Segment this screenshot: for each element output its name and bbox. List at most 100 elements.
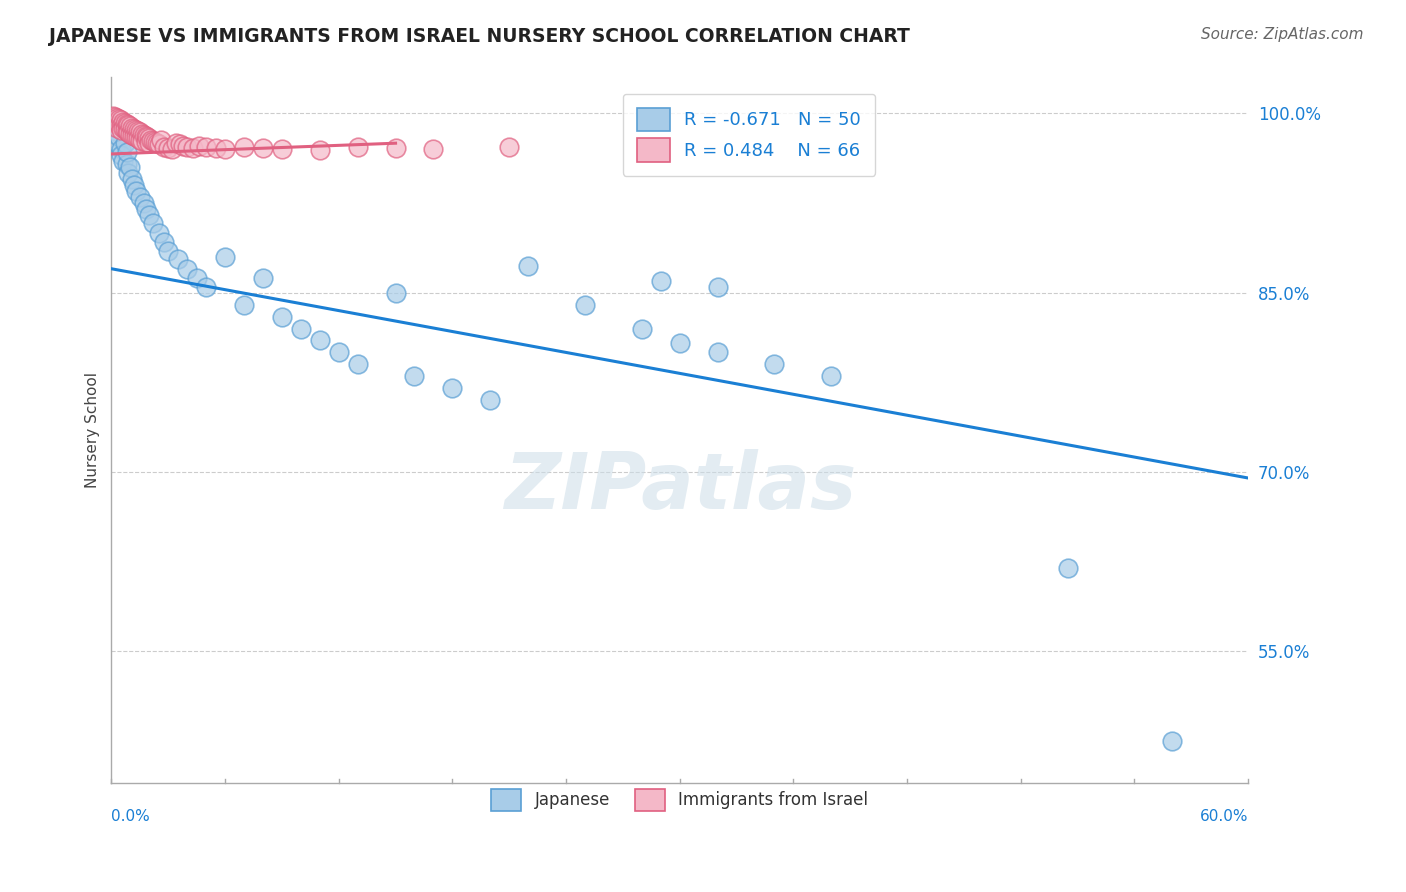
- Point: [404, 369, 426, 384]
- Point: [134, 128, 156, 143]
- Point: [157, 141, 180, 155]
- Point: [160, 142, 183, 156]
- Point: [187, 138, 209, 153]
- Point: [128, 190, 150, 204]
- Point: [517, 260, 540, 274]
- Point: [195, 140, 218, 154]
- Point: [172, 138, 194, 153]
- Point: [650, 274, 672, 288]
- Point: [706, 279, 728, 293]
- Point: [214, 250, 236, 264]
- Point: [120, 120, 142, 134]
- Point: [111, 120, 134, 135]
- Point: [141, 133, 163, 147]
- Point: [132, 128, 155, 142]
- Point: [630, 321, 652, 335]
- Point: [105, 117, 128, 131]
- Text: Source: ZipAtlas.com: Source: ZipAtlas.com: [1201, 27, 1364, 42]
- Point: [125, 123, 148, 137]
- Point: [204, 141, 226, 155]
- Point: [346, 140, 368, 154]
- Point: [165, 136, 187, 151]
- Point: [138, 136, 160, 151]
- Point: [114, 116, 136, 130]
- Point: [131, 134, 153, 148]
- Point: [115, 145, 138, 159]
- Point: [105, 136, 128, 151]
- Point: [115, 156, 138, 170]
- Point: [384, 285, 406, 300]
- Point: [103, 109, 125, 123]
- Point: [308, 144, 330, 158]
- Point: [252, 141, 274, 155]
- Point: [122, 128, 145, 143]
- Point: [763, 358, 786, 372]
- Point: [108, 130, 131, 145]
- Point: [114, 121, 136, 136]
- Point: [110, 142, 132, 156]
- Point: [290, 321, 312, 335]
- Point: [706, 345, 728, 359]
- Point: [103, 118, 125, 132]
- Text: ZIPatlas: ZIPatlas: [503, 449, 856, 524]
- Point: [346, 358, 368, 372]
- Point: [104, 124, 127, 138]
- Point: [108, 118, 131, 132]
- Point: [270, 310, 292, 324]
- Point: [105, 120, 128, 135]
- Point: [120, 127, 142, 141]
- Point: [104, 110, 127, 124]
- Point: [110, 120, 132, 134]
- Point: [176, 261, 198, 276]
- Point: [108, 112, 131, 127]
- Point: [134, 135, 156, 149]
- Point: [110, 113, 132, 128]
- Point: [148, 226, 170, 240]
- Point: [1161, 734, 1184, 748]
- Point: [142, 216, 165, 230]
- Point: [214, 142, 236, 156]
- Point: [117, 166, 139, 180]
- Point: [328, 345, 350, 359]
- Point: [122, 121, 145, 136]
- Point: [128, 125, 150, 139]
- Point: [105, 111, 128, 125]
- Point: [122, 178, 145, 192]
- Point: [132, 196, 155, 211]
- Point: [270, 142, 292, 156]
- Point: [181, 141, 204, 155]
- Point: [110, 123, 132, 137]
- Point: [233, 297, 256, 311]
- Point: [153, 140, 176, 154]
- Point: [186, 271, 208, 285]
- Point: [121, 172, 143, 186]
- Point: [125, 184, 148, 198]
- Point: [117, 118, 139, 132]
- Point: [136, 130, 159, 145]
- Point: [121, 128, 143, 142]
- Y-axis label: Nursery School: Nursery School: [86, 372, 100, 488]
- Point: [104, 116, 127, 130]
- Point: [117, 125, 139, 139]
- Point: [252, 271, 274, 285]
- Point: [131, 127, 153, 141]
- Point: [148, 137, 170, 152]
- Text: 60.0%: 60.0%: [1199, 809, 1249, 824]
- Point: [115, 117, 138, 131]
- Point: [134, 202, 156, 216]
- Point: [143, 135, 166, 149]
- Point: [120, 160, 142, 174]
- Point: [308, 334, 330, 348]
- Point: [127, 124, 149, 138]
- Legend: Japanese, Immigrants from Israel: Japanese, Immigrants from Israel: [478, 776, 882, 824]
- Point: [111, 114, 134, 128]
- Point: [422, 142, 444, 156]
- Point: [166, 252, 188, 267]
- Point: [1057, 560, 1080, 574]
- Point: [114, 136, 136, 151]
- Point: [479, 393, 502, 408]
- Point: [384, 141, 406, 155]
- Point: [498, 140, 520, 154]
- Point: [233, 140, 256, 154]
- Point: [157, 244, 180, 258]
